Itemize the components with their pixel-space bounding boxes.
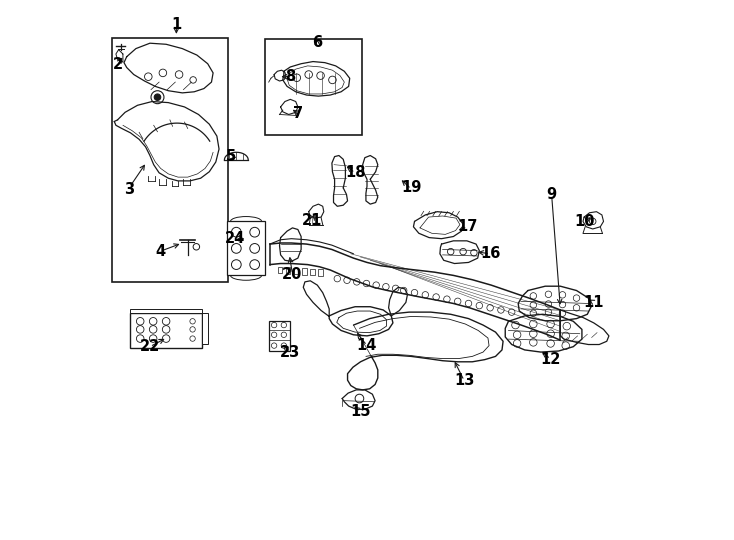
Bar — [202, 313, 208, 344]
Text: 24: 24 — [225, 231, 245, 246]
Bar — [319, 269, 323, 276]
Text: 9: 9 — [547, 187, 557, 202]
Text: 6: 6 — [312, 35, 322, 50]
Text: 17: 17 — [457, 219, 478, 234]
Bar — [269, 321, 291, 351]
Bar — [286, 267, 291, 274]
Text: 21: 21 — [302, 213, 322, 228]
Text: 22: 22 — [139, 339, 160, 354]
Bar — [310, 269, 315, 275]
Bar — [302, 268, 307, 275]
Text: 5: 5 — [226, 149, 236, 164]
Text: 2: 2 — [112, 57, 123, 72]
Text: 14: 14 — [357, 338, 377, 353]
Text: 18: 18 — [345, 165, 366, 180]
Text: 19: 19 — [401, 180, 421, 195]
Bar — [278, 267, 282, 273]
Text: 15: 15 — [350, 404, 371, 419]
Text: 13: 13 — [454, 373, 474, 388]
Text: 4: 4 — [156, 244, 166, 259]
Text: 1: 1 — [171, 17, 181, 32]
Circle shape — [154, 94, 161, 100]
Bar — [266, 39, 362, 135]
Text: 16: 16 — [480, 246, 501, 261]
Bar — [131, 313, 202, 348]
Text: 3: 3 — [124, 181, 134, 197]
Text: 23: 23 — [280, 345, 300, 360]
Text: 10: 10 — [574, 214, 595, 229]
Bar — [112, 38, 228, 282]
Text: 7: 7 — [293, 106, 303, 121]
Text: 8: 8 — [286, 69, 296, 84]
Bar — [227, 221, 266, 275]
Bar — [294, 268, 299, 274]
Bar — [131, 309, 202, 313]
Text: 12: 12 — [540, 352, 561, 367]
Text: 20: 20 — [283, 267, 302, 282]
Text: 11: 11 — [584, 295, 604, 310]
